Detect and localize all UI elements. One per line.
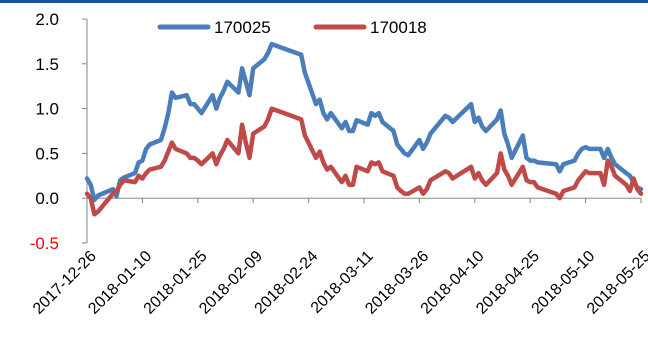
axes <box>86 19 641 243</box>
top-border-line <box>0 0 648 3</box>
y-tick-label: 0.5 <box>35 144 59 163</box>
series-line-170018 <box>84 106 644 217</box>
legend-label: 170025 <box>214 18 271 37</box>
y-axis-ticks: 2.0 1.5 1.0 0.5 0.0 -0.5 <box>30 10 87 253</box>
legend-label: 170018 <box>370 18 427 37</box>
y-tick-label: 1.5 <box>35 55 59 74</box>
y-tick-label: 2.0 <box>35 10 59 29</box>
series-line-170025 <box>84 41 644 203</box>
legend: 170025 170018 <box>157 18 427 37</box>
y-tick-label: 0.0 <box>35 189 59 208</box>
x-axis-ticks: 2017-12-262018-01-102018-01-252018-02-09… <box>30 198 648 318</box>
series-lines <box>84 41 644 217</box>
y-tick-label: 1.0 <box>35 100 59 119</box>
y-tick-label: -0.5 <box>30 234 59 253</box>
